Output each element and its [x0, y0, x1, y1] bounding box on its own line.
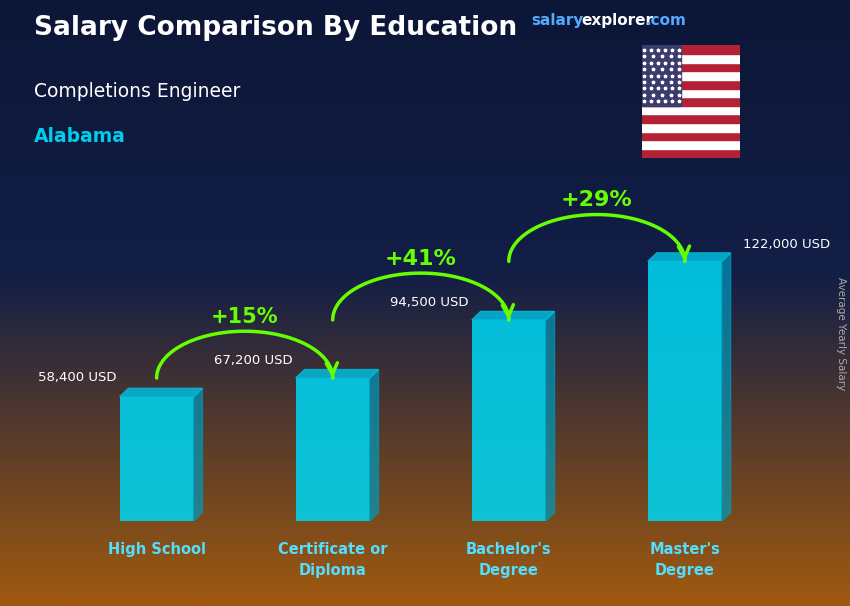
- Bar: [642, 132, 740, 141]
- Bar: [642, 45, 740, 54]
- Text: Alabama: Alabama: [34, 127, 126, 146]
- Polygon shape: [648, 253, 731, 261]
- Bar: [642, 115, 740, 123]
- FancyBboxPatch shape: [296, 378, 370, 521]
- Polygon shape: [722, 253, 731, 521]
- Bar: [642, 88, 740, 97]
- FancyBboxPatch shape: [472, 320, 546, 521]
- Text: +41%: +41%: [385, 249, 456, 269]
- Text: 67,200 USD: 67,200 USD: [213, 355, 292, 367]
- Polygon shape: [194, 388, 202, 521]
- Text: 122,000 USD: 122,000 USD: [743, 238, 830, 251]
- FancyBboxPatch shape: [120, 397, 194, 521]
- Text: 58,400 USD: 58,400 USD: [37, 371, 116, 384]
- Polygon shape: [296, 370, 378, 378]
- Bar: [642, 45, 681, 106]
- Polygon shape: [370, 370, 378, 521]
- Bar: [642, 54, 740, 62]
- Text: Average Yearly Salary: Average Yearly Salary: [836, 277, 846, 390]
- Bar: [642, 97, 740, 106]
- FancyBboxPatch shape: [648, 261, 722, 521]
- Bar: [642, 72, 740, 80]
- Bar: [642, 106, 740, 115]
- Text: Completions Engineer: Completions Engineer: [34, 82, 241, 101]
- Polygon shape: [120, 388, 202, 397]
- Text: +15%: +15%: [211, 307, 279, 327]
- Text: .com: .com: [645, 13, 686, 28]
- Bar: [642, 141, 740, 149]
- Bar: [642, 123, 740, 132]
- Polygon shape: [472, 311, 554, 320]
- Bar: [642, 149, 740, 158]
- Text: +29%: +29%: [561, 190, 632, 210]
- Bar: [642, 80, 740, 88]
- Polygon shape: [546, 311, 554, 521]
- Text: salary: salary: [531, 13, 584, 28]
- Text: 94,500 USD: 94,500 USD: [390, 296, 468, 309]
- Bar: [642, 62, 740, 72]
- Text: explorer: explorer: [581, 13, 654, 28]
- Text: Salary Comparison By Education: Salary Comparison By Education: [34, 15, 517, 41]
